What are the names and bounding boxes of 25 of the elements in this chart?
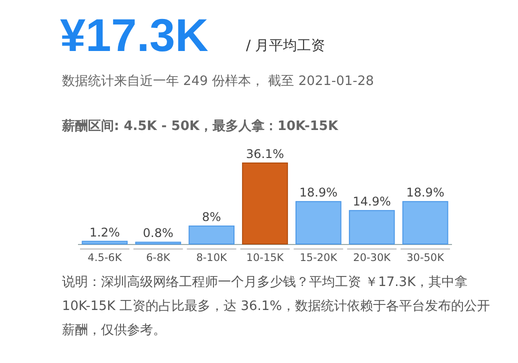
x-tick-label: 8-10K — [196, 252, 228, 264]
x-tick-label: 10-15K — [246, 252, 285, 264]
data-label: 18.9% — [406, 186, 444, 200]
chart-subtitle: / 月平均工资 — [246, 37, 326, 55]
bar — [188, 226, 235, 244]
text: 数据统计来自近一年 249 份样本， 截至 2021-01-28 — [62, 73, 374, 90]
bar — [348, 210, 395, 244]
x-tick-label: 6-8K — [146, 252, 172, 264]
data-label: 14.9% — [352, 194, 391, 209]
x-tick-label: 4.5-6K — [88, 252, 123, 264]
text: 薪酬区间: 4.5K - 50K，最多人拿：10K-15K — [62, 119, 338, 134]
x-tick-label: 15-20K — [300, 252, 338, 264]
bar — [242, 162, 288, 244]
x-tick-label: 20-30K — [353, 252, 392, 264]
bar — [82, 240, 128, 244]
chart-title: ¥17.3K — [60, 8, 208, 62]
data-label: 36.1% — [246, 147, 284, 161]
x-tick-label: 30-50K — [406, 252, 446, 264]
text: 说明：深圳高级网络工程师一个月多少钱？平均工资 ￥17.3K，其中拿 10K-15K 工资的占比最多，达 36.1%，数据统计依赖于各平台发布的公开薪酬，仅供参考。 — [62, 274, 492, 340]
bar — [295, 201, 342, 244]
bar — [402, 201, 448, 244]
data-label: 8% — [202, 210, 222, 224]
data-label: 0.8% — [142, 226, 174, 240]
data-label: 1.2% — [89, 225, 120, 240]
data-label: 18.9% — [299, 186, 338, 200]
